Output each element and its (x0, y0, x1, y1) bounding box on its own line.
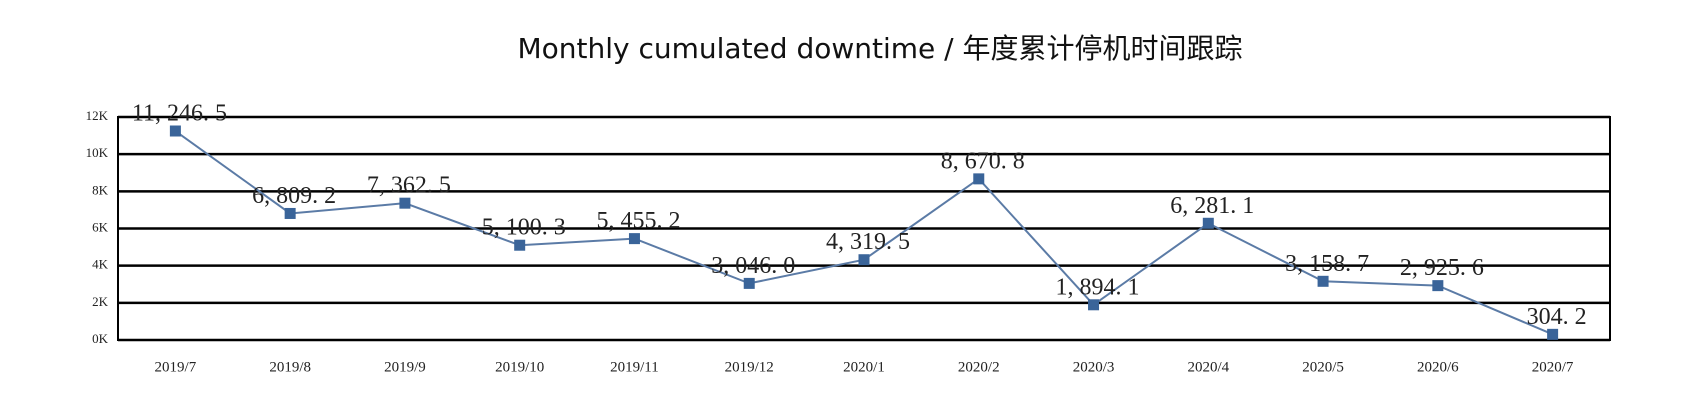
data-label: 5, 100. 3 (482, 215, 566, 241)
y-tick-label: 6K (92, 219, 109, 234)
chart-title: Monthly cumulated downtime / 年度累计停机时间跟踪 (517, 32, 1242, 65)
data-label: 1, 894. 1 (1056, 274, 1140, 300)
x-tick-label: 2020/4 (1187, 359, 1229, 375)
point-marker (1317, 275, 1329, 287)
x-tick-label: 2019/9 (384, 359, 426, 375)
y-tick-label: 2K (92, 294, 109, 309)
point-marker (1088, 299, 1100, 311)
x-tick-label: 2020/1 (843, 359, 885, 375)
data-label: 8, 670. 8 (941, 148, 1025, 174)
x-tick-label: 2019/10 (495, 359, 544, 375)
x-tick-label: 2020/3 (1073, 359, 1115, 375)
data-label: 11, 246. 5 (132, 101, 227, 127)
point-marker (284, 207, 296, 219)
x-tick-label: 2020/6 (1417, 359, 1459, 375)
data-label: 3, 046. 0 (711, 253, 795, 279)
data-label: 4, 319. 5 (826, 229, 910, 255)
x-tick-label: 2019/7 (155, 359, 197, 375)
x-tick-label: 2019/12 (725, 359, 774, 375)
data-label: 304. 2 (1527, 304, 1587, 330)
y-tick-label: 8K (92, 182, 109, 197)
x-tick-label: 2019/8 (269, 359, 311, 375)
point-marker (858, 254, 870, 266)
data-label: 5, 455. 2 (596, 208, 680, 234)
point-marker (1547, 328, 1559, 340)
data-label: 7, 362. 5 (367, 173, 451, 199)
x-tick-label: 2019/11 (610, 359, 659, 375)
y-tick-label: 4K (92, 257, 109, 272)
data-label: 2, 925. 6 (1400, 255, 1484, 281)
x-tick-label: 2020/2 (958, 359, 1000, 375)
data-label: 6, 281. 1 (1170, 193, 1254, 219)
point-marker (973, 173, 985, 185)
point-marker (399, 197, 411, 209)
point-marker (514, 239, 526, 251)
x-tick-label: 2020/5 (1302, 359, 1344, 375)
y-tick-label: 10K (86, 145, 109, 160)
point-marker (169, 125, 181, 137)
data-label: 6, 809. 2 (252, 183, 336, 209)
point-marker (1202, 217, 1214, 229)
x-tick-label: 2020/7 (1532, 359, 1574, 375)
plot-border (117, 116, 1611, 341)
point-marker (628, 233, 640, 245)
y-tick-label: 0K (92, 331, 109, 346)
data-label: 3, 158. 7 (1285, 251, 1369, 277)
y-tick-label: 12K (86, 108, 109, 123)
point-marker (1432, 280, 1444, 292)
point-marker (743, 277, 755, 289)
